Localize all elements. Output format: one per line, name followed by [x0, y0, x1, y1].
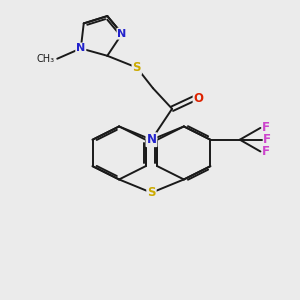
Text: F: F [262, 122, 270, 134]
Text: F: F [263, 133, 272, 146]
Text: F: F [262, 145, 270, 158]
Text: O: O [194, 92, 204, 105]
Text: N: N [146, 133, 157, 146]
Text: N: N [117, 29, 127, 39]
Text: CH₃: CH₃ [37, 54, 55, 64]
Text: S: S [147, 186, 156, 199]
Text: S: S [133, 61, 141, 74]
Text: N: N [76, 44, 86, 53]
